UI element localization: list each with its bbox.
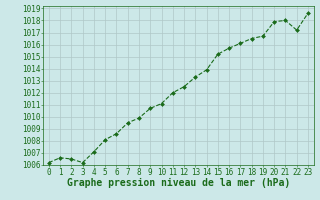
X-axis label: Graphe pression niveau de la mer (hPa): Graphe pression niveau de la mer (hPa) <box>67 178 290 188</box>
